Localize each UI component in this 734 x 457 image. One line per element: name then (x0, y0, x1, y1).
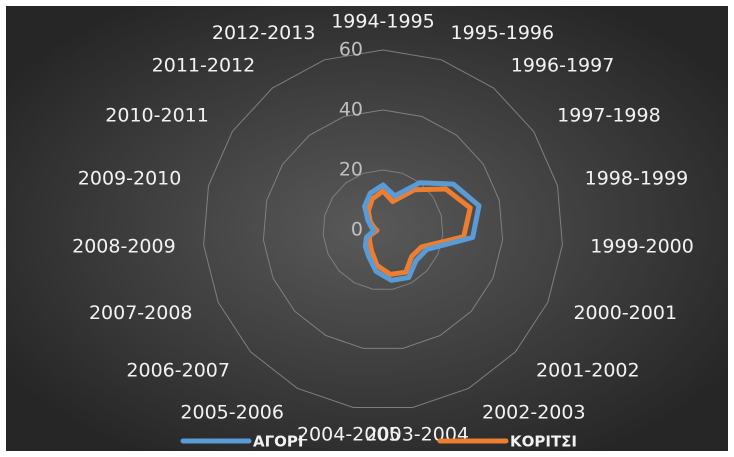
grid-ring (203, 49, 563, 408)
category-label: 1996-1997 (511, 54, 615, 76)
legend-label: ΑΓΟΡΙ (253, 433, 304, 451)
series-line (362, 180, 482, 283)
category-label: 2004-2005 (297, 424, 401, 446)
category-label: 1999-2000 (590, 236, 694, 258)
category-label: 1995-1996 (451, 22, 555, 44)
category-label: 2002-2003 (482, 401, 586, 423)
category-label: 2000-2001 (573, 302, 677, 324)
y-tick-label: 20 (339, 159, 363, 181)
legend-label: ΚΟΡΙΤΣΙ (510, 433, 577, 451)
plot-background (6, 6, 728, 451)
y-tick-label: 40 (339, 99, 363, 121)
y-tick-label: 0 (351, 219, 363, 241)
category-label: 2006-2007 (126, 359, 230, 381)
category-label: 2001-2002 (536, 359, 640, 381)
category-label: 2011-2012 (152, 54, 256, 76)
category-label: 1998-1999 (585, 167, 689, 189)
category-label: 2008-2009 (72, 236, 176, 258)
category-label: 2009-2010 (78, 167, 182, 189)
category-label: 2010-2011 (105, 105, 209, 127)
grid-ring (262, 109, 504, 349)
category-label: 2005-2006 (180, 401, 284, 423)
y-tick-label: 60 (339, 39, 363, 61)
category-label: 1997-1998 (557, 105, 661, 127)
category-label: 1994-1995 (331, 11, 435, 33)
category-label: 2012-2013 (212, 22, 316, 44)
grid-ring (322, 169, 444, 290)
category-label: 2007-2008 (89, 302, 193, 324)
